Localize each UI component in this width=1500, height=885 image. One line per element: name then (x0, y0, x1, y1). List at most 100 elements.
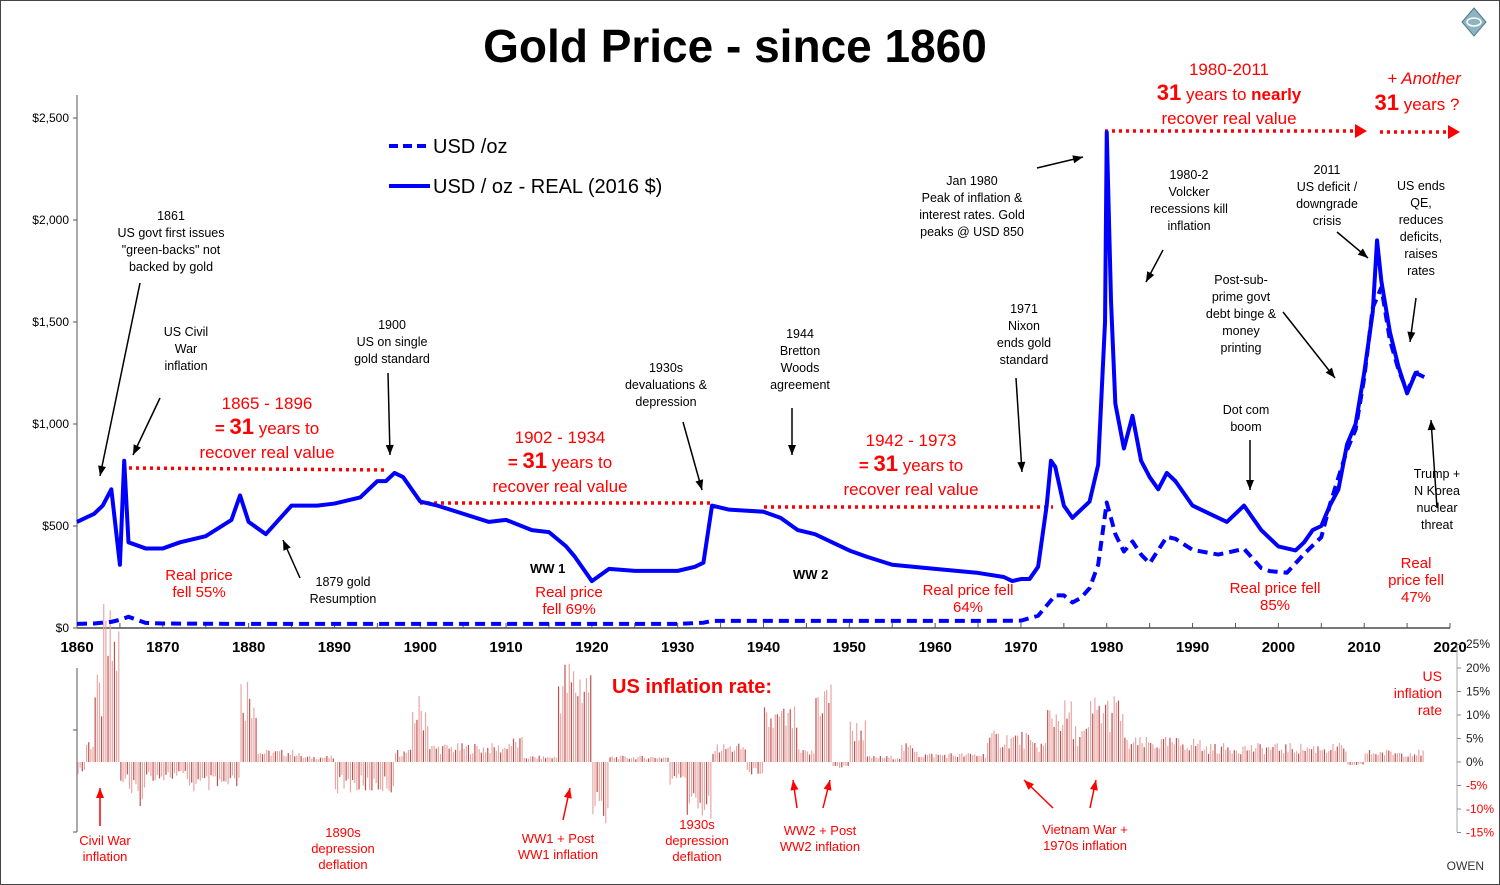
recovery-range: 1942 - 1973 (866, 431, 957, 450)
annotation-arrow (282, 539, 301, 579)
x-tick-label: 1940 (747, 639, 780, 656)
price-fall-label: Real price fell 85% (1230, 580, 1321, 614)
annotation-arrow (788, 408, 796, 455)
x-tick-label: 1870 (146, 639, 179, 656)
annotation-text: 1944 Bretton Woods agreement (770, 327, 830, 392)
recovery-text: recover real value (843, 480, 978, 499)
inflation-axis-title: US inflation rate (1394, 668, 1442, 718)
logo-icon (1461, 7, 1487, 37)
y-tick-label: $0 (56, 621, 70, 635)
inflation-annotation: Vietnam War +1970s inflation (1042, 822, 1128, 853)
inflation-y-tick-label: 10% (1466, 708, 1490, 722)
recovery-text: recover real value (492, 477, 627, 496)
x-tick-label: 1990 (1176, 639, 1209, 656)
inflation-annotation: WW1 + Post WW1 inflation (518, 831, 598, 862)
recovery-years: = 31 years to (859, 451, 963, 476)
y-tick-label: $1,000 (32, 417, 69, 431)
inflation-title: US inflation rate: (612, 676, 772, 698)
x-tick-label: 2010 (1348, 639, 1381, 656)
recovery-period-label: 1902 - 1934= 31 years to recover real val… (492, 428, 627, 496)
inflation-annotation: Civil War inflation (79, 833, 131, 864)
x-tick-label: 1970 (1004, 639, 1037, 656)
inflation-annotation: 1890s depression deflation (311, 825, 375, 872)
annotation-text: 1900 US on single gold standard (354, 318, 430, 366)
annotation-text: 1930s devaluations & depression (625, 361, 708, 409)
inflation-y-tick-label: -5% (1466, 779, 1488, 793)
annotation-text: Jan 1980 Peak of inflation & interest rate… (919, 174, 1025, 239)
annotations: 1861 US govt first issues "green-backs" no… (98, 60, 1462, 618)
annotation-text: Post-sub-prime govt debt binge & money prin… (1206, 273, 1277, 355)
recovery-range: 1980-2011 (1189, 60, 1269, 79)
annotation-text: US ends QE, reduces deficits, raises rates (1397, 179, 1445, 278)
inflation-arrow (1023, 779, 1054, 809)
x-tick-label: 1920 (575, 639, 608, 656)
recovery-range: 1902 - 1934 (515, 428, 606, 447)
series-usd-oz-real (76, 130, 1426, 584)
inflation-arrow (1089, 779, 1098, 809)
inflation-y-tick-label: 20% (1466, 661, 1490, 675)
annotation-arrow (1036, 155, 1084, 169)
y-tick-label: $2,000 (32, 213, 69, 227)
y-tick-label: $2,500 (32, 111, 69, 125)
annotation-arrow (1407, 297, 1417, 343)
legend-label-real: USD / oz - REAL (2016 $) (433, 176, 662, 198)
inflation-annotation: 1930s depression deflation (665, 817, 729, 864)
annotation-arrow (1015, 377, 1026, 473)
annotation-arrow (385, 372, 394, 456)
another-31-years-label: + Another 31 years ? (1375, 69, 1463, 115)
annotation-arrow (682, 421, 704, 491)
x-tick-label: 2020 (1433, 639, 1466, 656)
chart-title: Gold Price - since 1860 (483, 20, 987, 72)
inflation-y-tick-label: 25% (1466, 637, 1490, 651)
credit-text: OWEN (1447, 859, 1484, 873)
x-tick-label: 1890 (318, 639, 351, 656)
inflation-y-tick-label: -10% (1466, 802, 1494, 816)
annotation-arrow (1246, 440, 1254, 490)
price-fall-label: Real price fell 47% (1388, 555, 1444, 606)
recovery-years: = 31 years to (508, 448, 612, 473)
annotation-arrow (1282, 311, 1336, 379)
x-tick-label: 1860 (60, 639, 93, 656)
inflation-arrow (96, 788, 104, 826)
y-tick-label: $500 (42, 519, 69, 533)
x-tick-label: 1960 (918, 639, 951, 656)
inflation-y-tick-label: 5% (1466, 732, 1484, 746)
annotation-arrow (1145, 249, 1164, 283)
recovery-period-label: 1865 - 1896= 31 years to recover real val… (199, 394, 334, 462)
ww1-label: WW 1 (530, 561, 565, 576)
annotation-text: 1971 Nixon ends gold standard (997, 302, 1051, 367)
x-tick-label: 2000 (1262, 639, 1295, 656)
recovery-arrowhead (1355, 124, 1367, 138)
recovery-text: recover real value (1161, 109, 1296, 128)
legend: USD /oz USD / oz - REAL (2016 $) (389, 136, 662, 198)
axes: $0 $500 $1,000 $1,500 $2,000 $2,500 1860 1870 18… (32, 95, 1494, 840)
inflation-arrow (790, 779, 799, 809)
annotation-arrow (98, 282, 141, 477)
recovery-text: recover real value (199, 443, 334, 462)
price-fall-label: Real price fell 69% (535, 584, 603, 618)
another-years: 31 years ? (1375, 90, 1460, 115)
inflation-y-tick-label: -15% (1466, 826, 1494, 840)
annotation-text: US Civil War inflation (164, 325, 208, 373)
annotation-text: 1861 US govt first issues "green-backs" no… (118, 209, 225, 274)
inflation-annotation: WW2 + Post WW2 inflation (780, 823, 860, 854)
recovery-arrowhead (1448, 125, 1460, 139)
annotation-arrow (1427, 419, 1438, 509)
another-text: + Another (1387, 69, 1462, 88)
inflation-arrow (562, 787, 572, 821)
x-tick-label: 1880 (232, 639, 265, 656)
annotation-text: Dot com boom (1223, 403, 1270, 434)
price-fall-label: Real price fell 64% (923, 582, 1014, 616)
x-tick-label: 1980 (1090, 639, 1123, 656)
inflation-bars: US inflation rate: US inflation rate Civil W… (77, 603, 1442, 872)
recovery-years: = 31 years to (215, 414, 319, 439)
recovery-dotted-line (128, 466, 389, 472)
y-tick-label: $1,500 (32, 315, 69, 329)
x-tick-label: 1910 (489, 639, 522, 656)
x-tick-label: 1900 (404, 639, 437, 656)
x-tick-label: 1930 (661, 639, 694, 656)
legend-label-usd-oz: USD /oz (433, 136, 507, 158)
series-lines (76, 130, 1426, 626)
